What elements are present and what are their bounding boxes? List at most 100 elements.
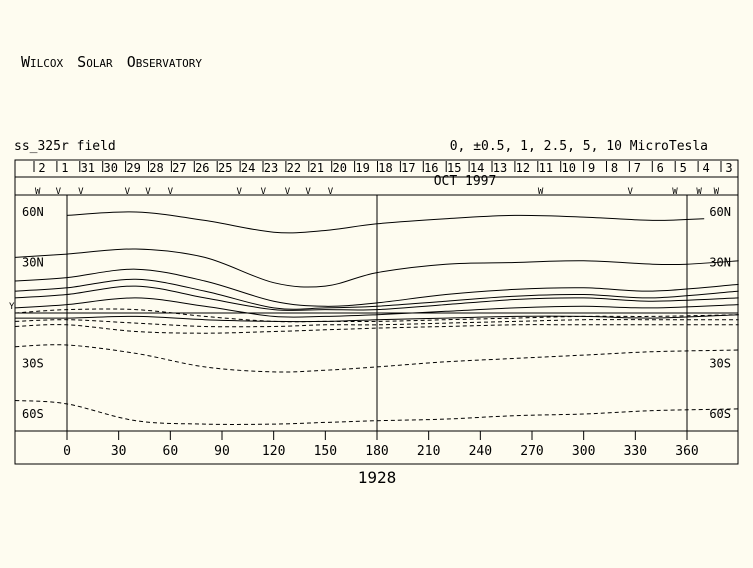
day-label: 26 [195,161,209,175]
day-label: 27 [172,161,186,175]
x-tick-label: 120 [262,444,285,459]
day-label: 30 [103,161,117,175]
day-label: 11 [539,161,553,175]
observation-mark: V [168,187,174,197]
positive-contour [15,297,739,318]
day-label: 5 [680,161,687,175]
outer-frame [14,159,739,465]
observation-mark: W [538,187,544,197]
day-label: 3 [725,161,732,175]
observation-mark: V [78,187,84,197]
observation-mark: V [328,187,334,197]
day-label: 29 [126,161,140,175]
positive-contour [15,268,739,307]
positive-contour [15,314,739,323]
observation-mark: V [145,187,151,197]
x-tick-label: 90 [214,444,230,459]
day-label: 31 [81,161,95,175]
day-label: 10 [561,161,575,175]
day-label: 13 [493,161,507,175]
lat-label-right: 30S [709,357,731,371]
lat-label-left: 60N [22,205,44,219]
contour-levels-legend: 0, ±0.5, 1, 2.5, 5, 10 MicroTesla [450,139,708,154]
negative-contour [15,344,739,373]
longitude-axis: 0 30 60 90 120 150 180 210 240 270 300 330 360 [63,431,699,459]
lat-label-right: 60N [709,205,731,219]
title-initial: W [21,53,31,71]
edge-marker-y: Y [9,302,15,312]
x-tick-label: 300 [572,444,595,459]
positive-contour [15,285,739,311]
x-tick-label: 60 [163,444,179,459]
positive-contour [66,211,705,234]
x-tick-label: 210 [417,444,440,459]
day-label: 24 [241,161,255,175]
negative-contour [15,324,739,334]
title-rest: ILCOX [30,57,63,70]
day-label: 9 [588,161,595,175]
day-label: 19 [355,161,369,175]
observation-mark: W [672,187,678,197]
day-label: 2 [38,161,45,175]
x-tick-label: 240 [469,444,492,459]
equator-marker: Y [9,302,15,312]
observation-mark: W [35,187,41,197]
day-label: 22 [287,161,301,175]
day-label: 18 [378,161,392,175]
lat-label-left: 30S [22,357,44,371]
negative-contour [15,308,739,323]
observation-mark: V [285,187,291,197]
negative-contour [15,319,739,328]
day-tick-labels: 2 1 31 30 29 28 27 26 25 24 23 22 21 20 19 18 17 16 15 14 13… [33,161,733,175]
title-initial: S [77,53,86,71]
day-label: 25 [218,161,232,175]
lat-label-left: 30N [22,256,44,270]
observation-mark: W [714,187,720,197]
rotation-number: 1928 [358,468,397,487]
x-tick-label: 330 [624,444,647,459]
day-label: 7 [634,161,641,175]
field-contours [15,211,739,425]
observatory-title: WILCOX SOLAR OBSERVATORY [21,53,202,71]
field-label: ss_325r field [14,139,116,154]
day-label: 15 [447,161,461,175]
day-label: 21 [310,161,324,175]
day-label: 12 [516,161,530,175]
observation-mark: V [56,187,62,197]
positive-contour [15,248,739,288]
x-tick-label: 30 [111,444,127,459]
lat-label-left: 60S [22,407,44,421]
reference-meridians [15,195,738,431]
observation-mark: V [237,187,243,197]
day-label: 14 [470,161,484,175]
observation-mark: W [696,187,702,197]
day-label: 4 [702,161,709,175]
negative-contour [15,400,739,425]
lat-label-right: 60S [709,407,731,421]
day-label: 20 [332,161,346,175]
observation-mark: V [125,187,131,197]
title-initial: O [127,53,136,71]
positive-contour [15,278,739,310]
day-label: 17 [401,161,415,175]
x-tick-label: 150 [314,444,337,459]
day-label: 28 [149,161,163,175]
month-label: OCT 1997 [434,174,497,189]
day-label: 23 [264,161,278,175]
observation-mark: V [305,187,311,197]
x-tick-label: 0 [63,444,71,459]
x-tick-label: 270 [520,444,543,459]
observation-mark: V [627,187,633,197]
day-label: 6 [657,161,664,175]
title-rest: OLAR [86,57,113,70]
day-label: 16 [424,161,438,175]
day-label: 1 [61,161,68,175]
observation-mark: V [261,187,267,197]
observatory-name: WILCOX SOLAR OBSERVATORY [21,53,202,71]
x-tick-label: 360 [675,444,698,459]
title-rest: BSERVATORY [136,57,203,70]
